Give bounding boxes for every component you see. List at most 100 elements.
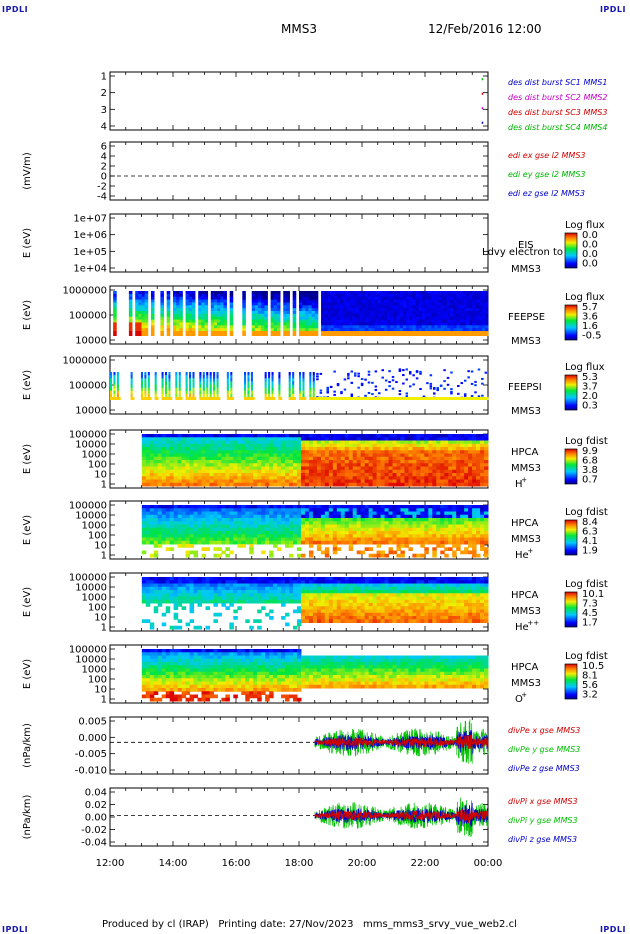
spectrogram-pixel [374,311,379,315]
spectrogram-pixel [415,311,420,315]
spectrogram-pixel [197,456,203,461]
spectrogram-pixel [459,291,464,295]
spectrogram-pixel [324,524,330,529]
spectrogram-pixel [314,302,319,306]
spectrogram-pixel [412,305,416,309]
spectrogram-pixel [464,531,469,535]
spectrogram-pixel [428,456,433,461]
spectrogram-pixel [424,531,429,535]
spectrogram-pixel [229,524,234,529]
spectrogram-pixel [269,440,274,445]
spectrogram-pixel [448,482,453,487]
spectrogram-pixel [480,476,485,480]
spectrogram-pixel [221,482,226,487]
spectrogram-pixel [161,508,167,512]
spectrogram-pixel [144,378,147,382]
spectrogram-pixel [332,447,338,451]
spectrogram-pixel [484,299,489,303]
spectrogram-pixel [428,440,433,445]
spectrogram-pixel [365,319,369,323]
spectrogram-pixel [191,308,196,312]
spectrogram-pixel [269,524,274,529]
spectrogram-pixel [437,322,442,326]
spectrogram-pixel [292,291,297,295]
spectrogram-pixel [387,302,391,306]
spectrogram-pixel [398,390,402,393]
spectrogram-pixel [444,537,449,542]
spectrogram-pixel [128,291,133,295]
spectrogram-pixel [436,463,441,467]
spectrogram-pixel [333,302,338,306]
spectrogram-pixel [223,322,227,326]
spectrogram-pixel [459,322,464,326]
spectrogram-pixel [220,328,224,332]
spectrogram-pixel [185,456,191,461]
spectrogram-pixel [300,447,306,451]
spectrogram-pixel [464,550,469,555]
spectrogram-pixel [147,397,152,400]
spectrogram-pixel [312,476,318,480]
spectrogram-pixel [197,437,203,441]
spectrogram-pixel [336,508,342,512]
spectrogram-pixel [437,296,442,301]
spectrogram-pixel [453,299,457,303]
spectrogram-pixel [452,447,457,451]
spectrogram-pixel [440,328,445,332]
spectrogram-pixel [346,325,350,329]
spectrogram-pixel [356,434,362,438]
spectrogram-pixel [223,325,227,329]
spectrogram-pixel [217,308,221,312]
spectrogram-pixel [161,443,167,448]
spectrogram-pixel [360,378,364,381]
spectrogram-pixel [269,534,274,538]
spectrogram-pixel [412,460,417,464]
spectrogram-pixel [452,443,457,448]
spectrogram-pixel [421,308,426,312]
spectrogram-pixel [404,437,409,441]
spectrogram-pixel [169,505,175,509]
spectrogram-pixel [468,460,473,464]
spectrogram-pixel [185,473,191,477]
spectrogram-pixel [388,469,394,474]
spectrogram-pixel [270,305,275,309]
spectrogram-pixel [432,440,437,445]
spectrogram-pixel [456,524,461,529]
spectrogram-pixel [480,479,485,484]
spectrogram-pixel [308,508,314,512]
spectrogram-pixel [193,466,199,471]
spectrogram-pixel [415,316,420,321]
spectrogram-pixel [400,460,405,464]
spectrogram-pixel [364,537,370,542]
spectrogram-pixel [261,473,266,477]
spectrogram-pixel [213,473,218,477]
spectrogram-pixel [440,305,445,309]
spectrogram-pixel [288,387,291,392]
spectrogram-pixel [288,393,291,398]
spectrogram-pixel [404,540,409,545]
spectrogram-pixel [428,450,433,454]
spectrogram-pixel [258,328,262,332]
spectrogram-pixel [472,508,477,512]
spectrogram-pixel [396,316,401,321]
spectrogram-pixel [241,514,246,519]
spectrogram-pixel [472,521,477,525]
spectrogram-pixel [404,450,409,454]
spectrogram-pixel [380,319,385,323]
spectrogram-pixel [436,482,441,487]
spectrogram-pixel [399,299,404,303]
spectrogram-pixel [356,514,362,519]
spectrogram-pixel [264,316,268,321]
spectrogram-pixel [191,291,196,295]
spectrogram-pixel [204,331,209,336]
spectrogram-pixel [433,387,436,390]
spectrogram-pixel [356,534,362,538]
spectrogram-pixel [419,388,422,391]
spectrogram-pixel [464,466,469,471]
spectrogram-pixel [380,508,386,512]
spectrogram-pixel [336,521,342,525]
spectrogram-pixel [467,397,472,400]
spectrogram-pixel [209,473,214,477]
spectrogram-pixel [113,316,117,321]
y-tick-label: 1e+04 [73,264,107,275]
spectrogram-pixel [398,393,402,396]
